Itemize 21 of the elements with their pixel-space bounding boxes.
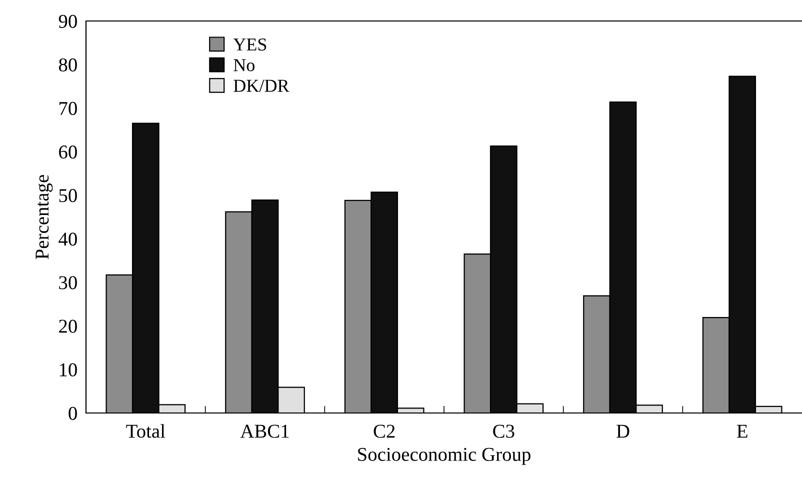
y-tick-label: 20 [59,320,77,333]
x-tick-label: ABC1 [240,424,289,438]
x-tick-label: C3 [493,424,514,438]
x-axis-title: Socioeconomic Group [358,448,530,465]
x-tick-label: D [616,424,630,438]
y-tick-label: 50 [59,189,77,202]
y-tick-label: 80 [58,58,77,72]
y-tick-label: 60 [59,145,77,159]
legend-label: DK/DR [234,80,290,92]
y-tick-label: 40 [58,232,77,246]
y-tick-label: 0 [68,406,77,420]
x-tick-label: C2 [374,424,395,438]
y-tick-label: 10 [60,363,77,376]
legend-label: YES [233,38,266,51]
y-tick-label: 90 [58,14,77,28]
x-tick-label: Total [126,424,166,438]
legend-label: No [234,59,254,72]
y-tick-label: 30 [59,276,77,290]
x-tick-label: E [736,424,748,438]
y-axis-title: Percentage [36,175,53,260]
y-tick-label: 70 [60,102,77,116]
